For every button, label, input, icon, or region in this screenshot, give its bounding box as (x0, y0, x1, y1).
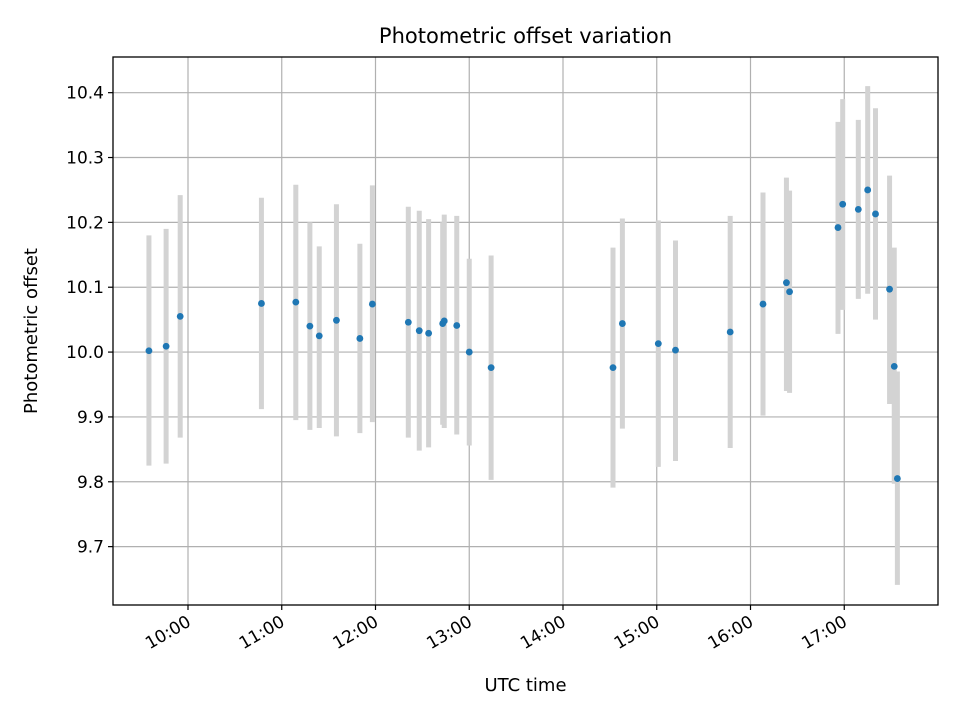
data-point (292, 298, 300, 306)
data-point (145, 347, 153, 355)
y-tick-label: 10.3 (66, 149, 104, 169)
y-tick-label: 10.4 (66, 84, 104, 104)
data-point (453, 322, 461, 329)
data-point (162, 342, 170, 350)
data-point (872, 210, 879, 218)
y-tick-label: 9.7 (77, 538, 104, 558)
data-point (654, 340, 662, 348)
data-point (356, 335, 364, 342)
y-axis-title: Photometric offset (21, 248, 42, 414)
data-point (415, 327, 423, 335)
data-point (893, 475, 901, 482)
data-point (425, 329, 433, 337)
data-point (783, 279, 790, 287)
data-point (786, 288, 793, 296)
data-point (315, 332, 323, 340)
data-point (618, 320, 626, 327)
data-point (404, 318, 412, 326)
data-point (176, 313, 184, 320)
y-tick-label: 9.9 (77, 408, 104, 428)
data-point (854, 206, 862, 213)
data-point (759, 300, 767, 308)
chart-title: Photometric offset variation (379, 24, 672, 48)
data-point (368, 300, 376, 308)
axis-ticks: 10:00 11:00 12:00 13:00 14:00 15:00 16:00 17:00… (66, 84, 851, 654)
x-axis-title: UTC time (484, 675, 566, 696)
plot-frame (112, 56, 939, 606)
data-point (890, 362, 898, 370)
y-tick-label: 9.8 (77, 473, 104, 493)
data-point (258, 300, 265, 307)
data-point (306, 322, 314, 330)
data-point (726, 328, 734, 336)
data-points (145, 186, 901, 482)
data-point (839, 200, 847, 208)
data-point (672, 346, 679, 354)
y-tick-label: 10.0 (66, 343, 104, 363)
y-tick-label: 10.2 (66, 213, 104, 233)
data-point (864, 186, 872, 194)
y-tick-label: 10.1 (66, 278, 104, 298)
data-point (886, 285, 893, 293)
data-point (487, 364, 495, 372)
data-point (333, 316, 340, 324)
data-point (440, 317, 448, 325)
data-point (465, 348, 473, 356)
data-point (834, 224, 842, 231)
data-point (609, 364, 617, 372)
